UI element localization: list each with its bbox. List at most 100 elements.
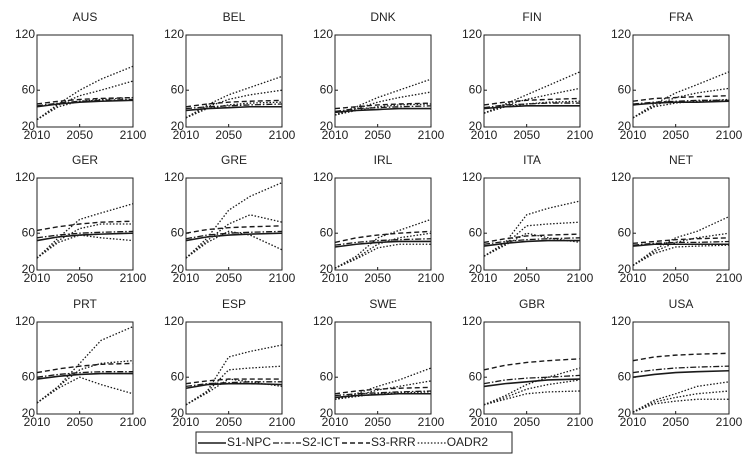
panel-title: DNK xyxy=(370,10,395,24)
series-line xyxy=(36,65,134,121)
x-tick-label: 2100 xyxy=(567,271,594,285)
series-line xyxy=(185,230,283,240)
x-tick-label: 2010 xyxy=(620,271,647,285)
y-tick-label: 120 xyxy=(313,27,333,41)
series-line xyxy=(483,200,581,257)
x-tick-label: 2100 xyxy=(716,128,742,142)
x-tick-label: 2010 xyxy=(620,128,647,142)
series-line xyxy=(185,230,283,259)
y-tick-label: 120 xyxy=(611,27,631,41)
y-tick-label: 60 xyxy=(618,82,632,96)
panel-title: FIN xyxy=(522,10,541,24)
panel-title: GBR xyxy=(519,297,545,311)
panel-title: ESP xyxy=(222,297,246,311)
plot-frame xyxy=(632,34,730,128)
y-tick-label: 20 xyxy=(171,119,185,133)
series-line xyxy=(334,386,432,395)
x-tick-label: 2100 xyxy=(269,271,296,285)
plot-frame xyxy=(632,177,730,271)
y-tick-label: 20 xyxy=(171,262,185,276)
series-line xyxy=(334,243,431,269)
y-tick-label: 60 xyxy=(320,82,334,96)
x-tick-label: 2050 xyxy=(66,271,93,285)
panel-title: PRT xyxy=(73,297,97,311)
panel-title: SWE xyxy=(369,297,396,311)
x-tick-label: 2010 xyxy=(24,415,51,429)
series-line xyxy=(632,240,730,246)
series-line xyxy=(483,367,581,406)
series-line xyxy=(334,78,432,116)
y-tick-label: 120 xyxy=(611,314,631,328)
x-tick-label: 2010 xyxy=(471,271,498,285)
y-tick-label: 120 xyxy=(313,170,333,184)
y-tick-label: 60 xyxy=(22,82,36,96)
series-line xyxy=(334,390,432,397)
y-tick-label: 20 xyxy=(618,262,632,276)
legend-label: OADR2 xyxy=(447,435,489,449)
series-line xyxy=(632,232,730,266)
series-line xyxy=(483,379,581,406)
series-line xyxy=(632,390,730,413)
series-line xyxy=(36,223,133,259)
y-tick-label: 20 xyxy=(469,262,483,276)
y-tick-label: 60 xyxy=(469,82,483,96)
y-tick-label: 120 xyxy=(611,170,631,184)
series-line xyxy=(483,378,581,388)
y-tick-label: 120 xyxy=(462,170,482,184)
y-tick-label: 20 xyxy=(320,119,334,133)
x-tick-label: 2050 xyxy=(364,128,391,142)
x-tick-label: 2050 xyxy=(662,128,689,142)
series-line xyxy=(185,378,283,406)
y-tick-label: 120 xyxy=(15,170,35,184)
series-line xyxy=(483,358,581,371)
series-line xyxy=(36,96,134,121)
x-tick-label: 2100 xyxy=(716,271,742,285)
series-line xyxy=(334,238,432,246)
series-line xyxy=(185,75,283,119)
series-line xyxy=(483,239,580,247)
plot-frame xyxy=(185,321,283,415)
series-line xyxy=(36,362,134,374)
x-tick-label: 2100 xyxy=(567,128,594,142)
y-tick-label: 20 xyxy=(22,262,36,276)
series-line xyxy=(334,232,432,269)
y-tick-label: 20 xyxy=(469,406,483,420)
series-line xyxy=(36,96,134,105)
x-tick-label: 2050 xyxy=(662,415,689,429)
series-line xyxy=(334,240,431,248)
series-line xyxy=(632,216,730,266)
series-line xyxy=(483,71,581,114)
y-tick-label: 20 xyxy=(22,406,36,420)
y-tick-label: 60 xyxy=(618,225,632,239)
legend-label: S3-RRR xyxy=(371,435,416,449)
y-tick-label: 120 xyxy=(164,170,184,184)
x-tick-label: 2050 xyxy=(215,128,242,142)
legend-label: S1-NPC xyxy=(227,435,271,449)
legend-label: S2-ICT xyxy=(302,435,341,449)
series-line xyxy=(632,87,730,119)
x-tick-label: 2050 xyxy=(513,128,540,142)
y-tick-label: 20 xyxy=(618,119,632,133)
y-tick-label: 20 xyxy=(171,406,185,420)
x-tick-label: 2010 xyxy=(173,415,200,429)
series-line xyxy=(36,376,134,404)
plot-frame xyxy=(185,34,283,128)
x-tick-label: 2050 xyxy=(66,128,93,142)
series-line xyxy=(334,107,431,114)
plot-frame xyxy=(36,321,134,415)
x-tick-label: 2050 xyxy=(215,415,242,429)
series-line xyxy=(185,225,283,234)
series-line xyxy=(334,218,432,269)
panel-title: USA xyxy=(669,297,694,311)
x-tick-label: 2100 xyxy=(120,128,147,142)
y-tick-label: 120 xyxy=(164,27,184,41)
x-tick-label: 2100 xyxy=(120,271,147,285)
plot-frame xyxy=(334,34,432,128)
y-tick-label: 120 xyxy=(164,314,184,328)
series-line xyxy=(483,97,581,106)
y-tick-label: 20 xyxy=(22,119,36,133)
panel-title: BEL xyxy=(223,10,246,24)
series-line xyxy=(36,326,134,404)
plot-frame xyxy=(483,177,581,271)
series-line xyxy=(334,102,432,110)
